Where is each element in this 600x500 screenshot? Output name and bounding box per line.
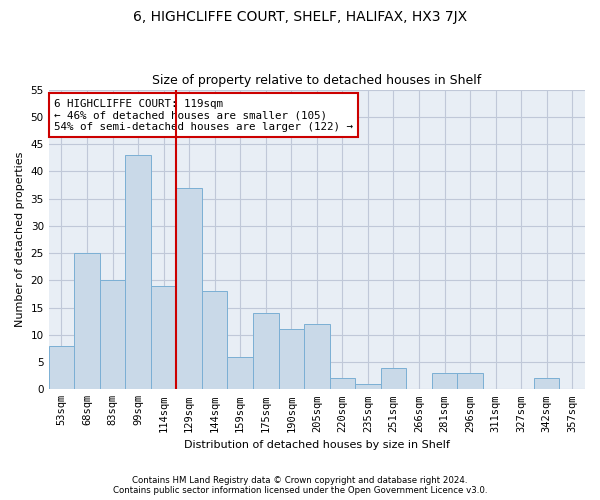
Bar [355, 384, 380, 390]
Bar [74, 253, 100, 390]
Text: 6 HIGHCLIFFE COURT: 119sqm
← 46% of detached houses are smaller (105)
54% of sem: 6 HIGHCLIFFE COURT: 119sqm ← 46% of deta… [54, 98, 353, 132]
Bar [100, 280, 125, 390]
Bar [151, 286, 176, 390]
Bar [432, 373, 457, 390]
Bar [49, 346, 74, 390]
Bar [253, 313, 278, 390]
Bar [534, 378, 559, 390]
Bar [457, 373, 483, 390]
Bar [304, 324, 329, 390]
Text: 6, HIGHCLIFFE COURT, SHELF, HALIFAX, HX3 7JX: 6, HIGHCLIFFE COURT, SHELF, HALIFAX, HX3… [133, 10, 467, 24]
Bar [227, 356, 253, 390]
Bar [202, 291, 227, 390]
Text: Contains HM Land Registry data © Crown copyright and database right 2024.
Contai: Contains HM Land Registry data © Crown c… [113, 476, 487, 495]
Bar [380, 368, 406, 390]
Bar [176, 188, 202, 390]
Bar [125, 155, 151, 390]
Y-axis label: Number of detached properties: Number of detached properties [15, 152, 25, 327]
Title: Size of property relative to detached houses in Shelf: Size of property relative to detached ho… [152, 74, 481, 87]
Bar [278, 330, 304, 390]
X-axis label: Distribution of detached houses by size in Shelf: Distribution of detached houses by size … [184, 440, 450, 450]
Bar [329, 378, 355, 390]
